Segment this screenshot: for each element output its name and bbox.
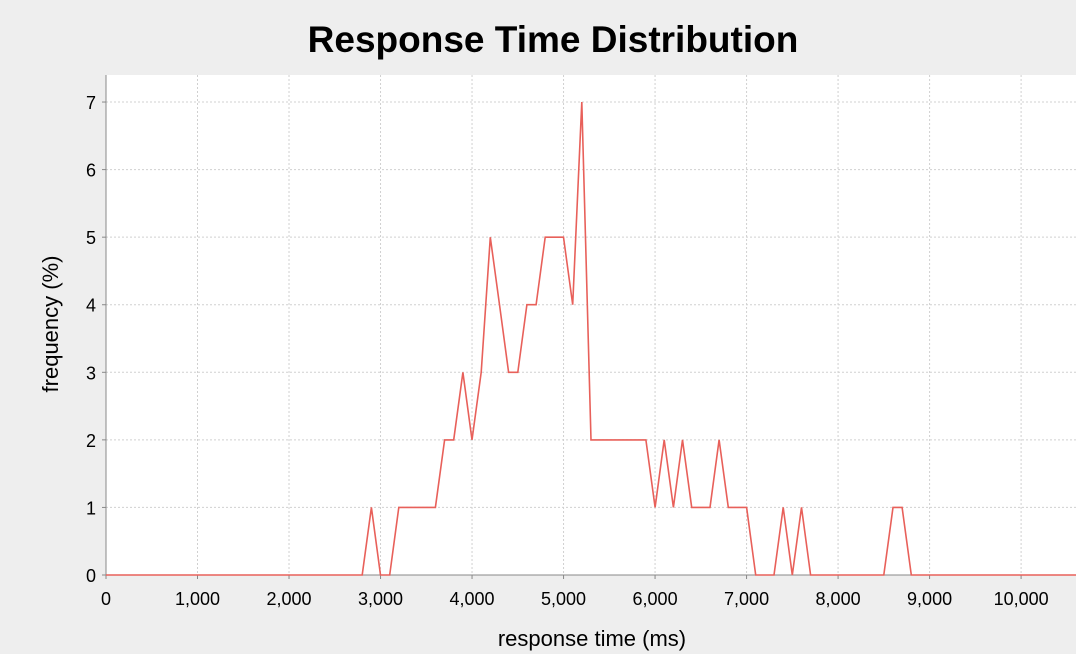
y-tick-label: 5	[86, 228, 96, 248]
x-tick-label: 8,000	[816, 589, 861, 609]
series-line	[106, 101, 1076, 576]
x-tick-label: 5,000	[541, 589, 586, 609]
y-tick-label: 3	[86, 363, 96, 383]
grid	[106, 75, 1076, 575]
y-axis-label: frequency (%)	[38, 256, 63, 393]
x-tick-label: 4,000	[450, 589, 495, 609]
x-tick-label: 3,000	[358, 589, 403, 609]
y-tick-label: 7	[86, 93, 96, 113]
y-tick-label: 1	[86, 498, 96, 518]
y-tick-label: 4	[86, 296, 96, 316]
y-tick-label: 2	[86, 431, 96, 451]
plot-area	[106, 75, 1076, 575]
x-tick-label: 10,000	[994, 589, 1049, 609]
x-tick-label: 0	[101, 589, 111, 609]
x-tick-label: 2,000	[266, 589, 311, 609]
x-tick-label: 1,000	[175, 589, 220, 609]
y-tick-label: 0	[86, 566, 96, 586]
chart-title: Response Time Distribution	[308, 19, 799, 60]
axes: 0 1,000 2,000 3,000 4,000 5,000 6,000 7,000 8,00…	[86, 75, 1076, 609]
x-tick-label: 9,000	[907, 589, 952, 609]
x-axis-label: response time (ms)	[498, 626, 686, 651]
series-layer	[106, 101, 1076, 576]
x-tick-label: 6,000	[633, 589, 678, 609]
y-tick-label: 6	[86, 161, 96, 181]
x-tick-label: 7,000	[724, 589, 769, 609]
